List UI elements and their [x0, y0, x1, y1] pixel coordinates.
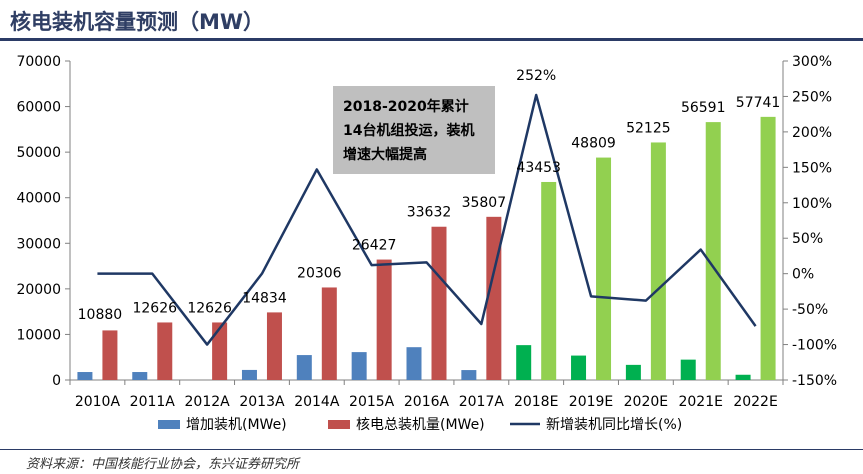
left-tick-label: 30000	[16, 236, 61, 252]
x-tick-label: 2013A	[239, 394, 285, 410]
legend: 增加装机(MWe) 核电总装机量(MWe) 新增装机同比增长(%)	[158, 417, 682, 433]
total-capacity-bar	[266, 312, 282, 380]
total-capacity-bar	[321, 287, 337, 380]
x-tick-label: 2015A	[349, 394, 395, 410]
total-value-label: 10880	[78, 307, 123, 323]
total-value-label: 33632	[407, 205, 452, 221]
data-labels: 10880 12626 12626 14834 20306 26427 33632 35807…	[78, 68, 781, 323]
left-tick-label: 10000	[16, 327, 61, 343]
right-tick-label: -150%	[792, 373, 837, 389]
added-capacity-bar	[735, 374, 751, 380]
total-value-label: 20306	[297, 265, 342, 281]
callout-text: 14台机组投运，装机	[343, 122, 474, 139]
x-tick-label: 2016A	[404, 394, 450, 410]
legend-label-growth: 新增装机同比增长(%)	[546, 417, 682, 433]
added-capacity-bar	[132, 372, 148, 380]
title-divider	[0, 38, 863, 41]
added-capacity-bar	[77, 372, 93, 380]
callout-text: 增速大幅提高	[343, 146, 427, 163]
right-tick-label: 100%	[792, 196, 832, 212]
total-capacity-bar	[431, 226, 447, 380]
x-tick-label: 2022E	[733, 394, 777, 410]
total-value-label: 12626	[132, 300, 177, 316]
total-value-label: 26427	[352, 238, 397, 254]
right-tick-label: 300%	[792, 54, 832, 70]
total-value-label: 52125	[626, 120, 671, 136]
callout-text: 2018-2020年累计	[343, 98, 469, 115]
right-tick-label: -100%	[792, 338, 837, 354]
left-tick-label: 0	[52, 373, 61, 389]
x-tick-label: 2021E	[678, 394, 722, 410]
bars	[77, 116, 776, 381]
x-tick-label: 2020E	[624, 394, 668, 410]
left-tick-label: 50000	[16, 145, 61, 161]
added-capacity-bar	[516, 345, 532, 380]
total-value-label: 56591	[681, 100, 726, 116]
peak-growth-label: 252%	[516, 68, 556, 84]
added-capacity-bar	[296, 355, 312, 380]
total-capacity-bar	[102, 330, 118, 380]
legend-swatch-added	[158, 420, 180, 429]
left-tick-label: 40000	[16, 191, 61, 207]
legend-label-added: 增加装机(MWe)	[186, 417, 287, 433]
x-tick-label: 2017A	[459, 394, 505, 410]
added-capacity-bar	[461, 370, 477, 380]
total-capacity-bar	[596, 157, 612, 380]
chart-title: 核电装机容量预测（MW）	[10, 10, 265, 34]
added-capacity-bar	[625, 364, 641, 380]
total-value-label: 48809	[571, 136, 616, 152]
total-capacity-bar	[157, 322, 173, 380]
x-tick-label: 2018E	[514, 394, 558, 410]
right-tick-label: 250%	[792, 89, 832, 105]
x-tick-label: 2012A	[185, 394, 231, 410]
axes: 0 10000 20000 30000 40000 50000 60000 70000 -150…	[16, 54, 837, 410]
added-capacity-bar	[571, 355, 587, 380]
legend-swatch-total	[328, 420, 350, 429]
x-tick-label: 2011A	[130, 394, 176, 410]
source-note: 资料来源：中国核能行业协会，东兴证券研究所	[26, 457, 300, 472]
added-capacity-bar	[241, 369, 257, 380]
source-divider	[0, 449, 863, 450]
total-capacity-bar	[760, 116, 776, 380]
left-tick-label: 60000	[16, 100, 61, 116]
total-value-label: 14834	[242, 290, 287, 306]
total-value-label: 12626	[187, 300, 232, 316]
legend-label-total: 核电总装机量(MWe)	[356, 417, 485, 433]
total-capacity-bar	[376, 259, 392, 380]
chart: 0 10000 20000 30000 40000 50000 60000 70000 -150…	[16, 54, 837, 433]
right-tick-label: 0%	[792, 267, 814, 283]
right-tick-label: 200%	[792, 125, 832, 141]
total-capacity-bar	[650, 142, 666, 380]
total-capacity-bar	[212, 322, 228, 380]
callout-background	[333, 86, 495, 174]
total-capacity-bar	[541, 181, 557, 380]
total-value-label: 35807	[462, 195, 507, 211]
growth-line	[97, 93, 757, 346]
x-tick-label: 2014A	[294, 394, 340, 410]
total-value-label: 57741	[736, 95, 781, 111]
added-capacity-bar	[680, 359, 696, 380]
left-tick-label: 70000	[16, 54, 61, 70]
right-tick-label: 150%	[792, 160, 832, 176]
right-tick-label: -50%	[792, 302, 828, 318]
growth-line-path	[97, 93, 757, 346]
right-tick-label: 50%	[792, 231, 823, 247]
x-tick-label: 2019E	[569, 394, 613, 410]
total-value-label: 43453	[516, 160, 561, 176]
total-capacity-bar	[705, 122, 721, 381]
x-tick-label: 2010A	[75, 394, 121, 410]
added-capacity-bar	[406, 347, 422, 380]
left-tick-label: 20000	[16, 282, 61, 298]
added-capacity-bar	[351, 352, 367, 380]
